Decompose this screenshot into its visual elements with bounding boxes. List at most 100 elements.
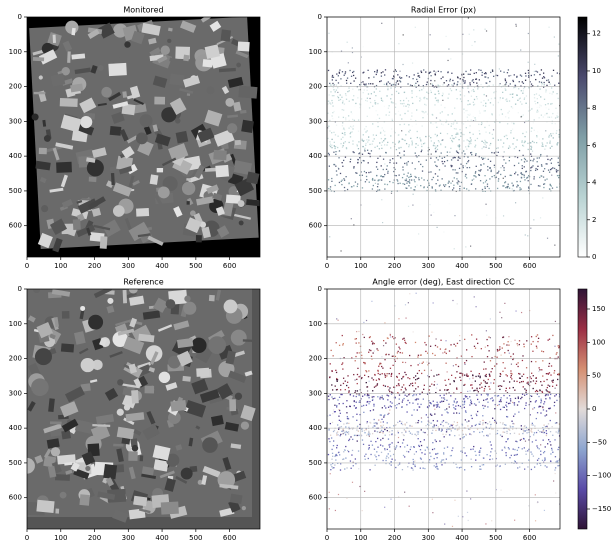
texture-dot [469,433,471,435]
texture-dot [546,112,548,115]
texture-dot [555,132,557,134]
texture-dot [485,30,488,32]
texture-dot [473,390,475,392]
texture-dot [357,183,359,185]
texture-dot [422,97,425,99]
texture-dot [421,145,423,148]
texture-dot [511,420,513,422]
texture-dot [361,405,363,407]
texture-dot [376,161,378,164]
texture-dot [344,71,347,73]
texture-dot [499,385,501,387]
texture-circle [80,357,95,373]
texture-dot [503,406,505,409]
texture-dot [465,411,467,414]
texture-dot [336,380,338,382]
texture-dot [437,179,439,181]
texture-patch [49,187,64,193]
texture-patch [56,161,72,173]
texture-dot [405,178,408,180]
texture-dot [453,184,455,186]
texture-dot [407,377,409,379]
texture-dot [413,409,415,411]
texture-dot [486,393,488,395]
texture-patch [137,233,151,238]
texture-dot [500,385,503,387]
texture-dot [509,429,511,431]
texture-dot [542,432,545,434]
texture-dot [523,121,526,124]
texture-dot [379,179,381,181]
texture-dot [464,146,467,148]
texture-dot [491,368,493,370]
texture-dot [485,373,487,376]
texture-patch [104,387,119,401]
texture-dot [552,91,554,93]
texture-dot [430,422,432,424]
texture-dot [518,340,521,342]
texture-dot [419,354,422,356]
texture-dot [336,444,338,447]
texture-dot [421,125,423,127]
texture-dot [368,139,370,141]
texture-dot [336,377,338,380]
texture-dot [331,99,333,102]
texture-patch [146,410,156,425]
texture-dot [539,104,541,106]
texture-dot [369,97,371,100]
texture-dot [530,400,532,403]
texture-dot [506,123,509,125]
texture-dot [514,202,517,204]
texture-dot [399,123,401,126]
texture-dot [394,86,396,88]
texture-dot [545,107,547,109]
texture-dot [550,444,552,446]
texture-dot [529,109,531,111]
texture-dot [506,430,508,433]
texture-dot [427,428,429,430]
texture-dot [417,419,420,422]
texture-dot [450,395,452,397]
texture-dot [361,174,364,176]
texture-dot [544,425,547,428]
texture-patch [228,370,247,383]
axes-frame [26,16,261,258]
texture-dot [528,175,530,177]
texture-dot [521,396,523,399]
texture-dot [334,509,337,512]
texture-dot [463,108,465,110]
texture-dot [401,431,403,434]
texture-dot [398,318,400,320]
texture-dot [463,140,465,142]
texture-dot [394,355,397,358]
texture-dot [341,430,343,433]
texture-dot [466,373,468,375]
texture-dot [398,372,400,375]
texture-dot [424,103,426,106]
texture-dot [384,163,386,165]
texture-dot [352,126,354,128]
x-tick-label: 600 [523,534,536,542]
texture-dot [363,411,365,414]
texture-dot [368,351,370,353]
texture-dot [459,78,461,80]
texture-dot [481,123,483,125]
texture-dot [522,144,524,147]
texture-circle [123,404,131,411]
texture-dot [527,32,529,35]
texture-dot [546,121,548,123]
texture-dot [388,462,391,465]
texture-dot [438,92,440,95]
texture-patch [182,375,191,382]
texture-dot [504,84,506,86]
texture-dot [381,365,383,368]
texture-dot [515,25,517,27]
texture-dot [453,412,455,414]
texture-dot [338,451,340,453]
texture-dot [428,405,431,407]
texture-dot [390,98,392,100]
texture-dot [459,128,461,131]
texture-dot [489,374,491,377]
texture-dot [387,413,389,416]
texture-dot [496,187,499,190]
